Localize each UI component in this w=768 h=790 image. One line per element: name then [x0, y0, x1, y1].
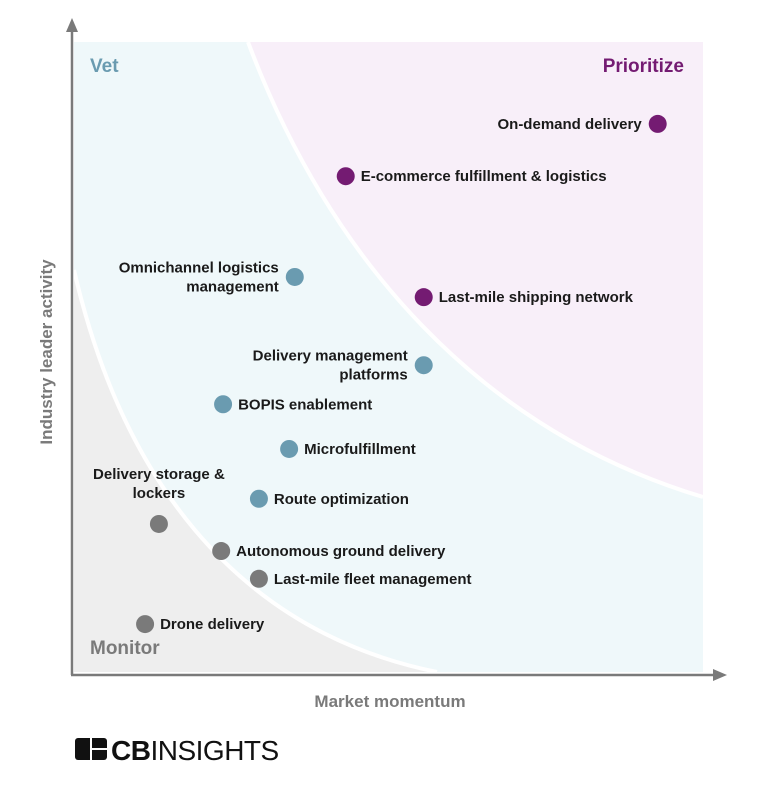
point-label: Last-mile shipping network — [439, 289, 634, 306]
point-label: Autonomous ground delivery — [236, 543, 446, 560]
data-point: E-commerce fulfillment & logistics — [336, 167, 607, 186]
data-point: On-demand delivery — [497, 114, 667, 133]
point-marker — [648, 114, 667, 133]
data-point: Delivery storage & lockers — [93, 466, 225, 533]
point-marker — [214, 395, 233, 414]
point-label: Drone delivery — [160, 616, 265, 633]
data-point: Microfulfillment — [280, 439, 416, 458]
point-marker — [212, 542, 231, 561]
data-point: Last-mile fleet management — [249, 569, 472, 588]
logo-text: CBINSIGHTS — [111, 735, 279, 766]
point-marker — [280, 439, 299, 458]
point-label: platforms — [339, 367, 407, 384]
cb-insights-logo: CBINSIGHTS — [75, 735, 279, 766]
data-point: Autonomous ground delivery — [212, 542, 446, 561]
point-label: E-commerce fulfillment & logistics — [361, 168, 607, 185]
point-label: Route optimization — [274, 491, 409, 508]
data-point: Last-mile shipping network — [414, 288, 634, 307]
quadrant-label-monitor: Monitor — [90, 638, 160, 659]
point-marker — [149, 514, 168, 533]
point-marker — [285, 267, 304, 286]
quadrant-label-prioritize: Prioritize — [603, 56, 684, 77]
point-marker — [414, 288, 433, 307]
point-label: management — [186, 278, 279, 295]
point-label: On-demand delivery — [497, 116, 642, 133]
data-point: BOPIS enablement — [214, 395, 372, 414]
monitor-boundary — [72, 269, 438, 674]
prioritize-boundary — [246, 41, 704, 499]
point-marker — [336, 167, 355, 186]
point-label: Delivery storage & — [93, 466, 225, 483]
point-marker — [136, 615, 155, 634]
point-marker — [249, 489, 268, 508]
prioritize-region — [248, 42, 703, 497]
data-point: Drone delivery — [136, 615, 265, 634]
point-label: Microfulfillment — [304, 441, 416, 458]
y-axis-label: Industry leader activity — [37, 259, 56, 445]
quadrant-label-vet: Vet — [90, 56, 119, 77]
data-point: Delivery management platforms — [253, 348, 433, 384]
point-marker — [249, 569, 268, 588]
point-label: Omnichannel logistics — [119, 259, 279, 276]
point-marker — [414, 356, 433, 375]
y-axis-arrow-icon — [66, 18, 78, 32]
point-label: BOPIS enablement — [238, 396, 372, 413]
monitor-region — [74, 270, 437, 672]
data-point: Omnichannel logistics management — [119, 259, 304, 295]
point-label: lockers — [133, 485, 186, 502]
x-axis-label: Market momentum — [314, 692, 465, 711]
point-label: Last-mile fleet management — [274, 571, 472, 588]
point-label: Delivery management — [253, 348, 408, 365]
data-point: Route optimization — [249, 489, 409, 508]
x-axis-arrow-icon — [713, 669, 727, 681]
